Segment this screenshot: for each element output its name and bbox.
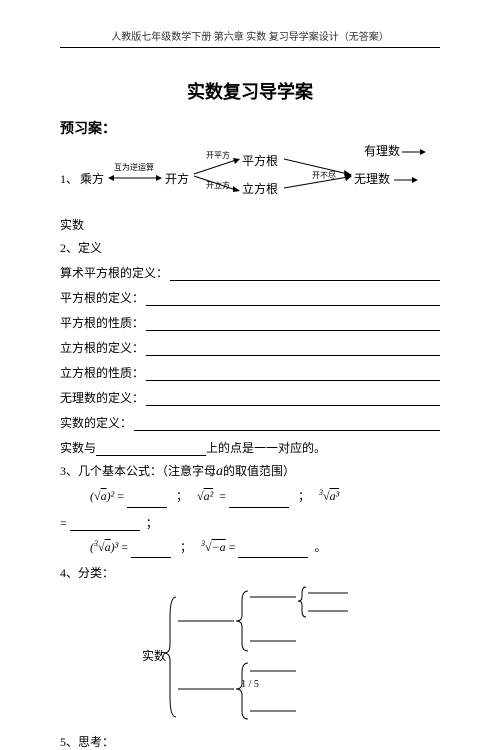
formula-var-a: a xyxy=(216,464,223,479)
node-chengfang: 乘方 xyxy=(80,170,104,187)
eq-3: = xyxy=(60,516,67,530)
expr-cbrt-a3: 3√a³ xyxy=(319,489,339,503)
arrow-wulishu xyxy=(394,176,420,184)
expr-cbrt-a-cubed: (3√a)³ xyxy=(90,540,118,554)
blank-f2[interactable] xyxy=(229,494,289,508)
def-label-1: 算术平方根的定义： xyxy=(60,264,168,281)
formula-eq-row: = ； xyxy=(60,514,440,531)
def-label-5: 立方根的性质： xyxy=(60,364,144,381)
blank-3[interactable] xyxy=(146,317,440,331)
def-label-2: 平方根的定义： xyxy=(60,289,144,306)
node-youlishu: 有理数 xyxy=(364,142,400,159)
arrow-youlishu xyxy=(402,148,428,156)
dingyi-label: 2、定义 xyxy=(60,239,440,256)
arrow-down-branch xyxy=(192,174,242,194)
tree-svg xyxy=(60,587,440,727)
def-line-7: 实数的定义： xyxy=(60,414,440,431)
semi-1: ； xyxy=(176,489,188,503)
node-pingfanggen: 平方根 xyxy=(242,152,278,169)
eq-4: = xyxy=(121,540,128,554)
node-kaifang: 开方 xyxy=(165,170,189,187)
expr-cbrt-neg-a: 3√−a xyxy=(201,540,226,554)
classification-tree: 实数 xyxy=(60,587,440,727)
preview-section: 预习案： xyxy=(60,118,440,138)
page-header: 人教版七年级数学下册 第六章 实数 复习导学案设计（无答案） xyxy=(60,28,440,43)
arrow-double xyxy=(108,172,162,184)
shishu-line: 实数 xyxy=(60,216,440,233)
arrow-merge-bottom xyxy=(282,174,354,192)
arrow-up-branch xyxy=(192,156,242,176)
node-lifanggen: 立方根 xyxy=(242,180,278,197)
formula-row-2: (3√a)³ = ； 3√−a = 。 xyxy=(90,537,440,559)
def-label-6: 无理数的定义： xyxy=(60,389,144,406)
expr-sqrt-a-sq: (√a)² xyxy=(90,489,114,503)
blank-5[interactable] xyxy=(146,367,440,381)
blank-f5[interactable] xyxy=(238,544,308,558)
blank-4[interactable] xyxy=(146,342,440,356)
semi-2: ； xyxy=(298,489,310,503)
blank-f1[interactable] xyxy=(127,494,167,508)
def-label-3: 平方根的性质： xyxy=(60,314,144,331)
main-title: 实数复习导学案 xyxy=(60,78,440,104)
def-line-4: 立方根的定义： xyxy=(60,339,440,356)
correspondence-line: 实数与 上的点是一一对应的。 xyxy=(60,439,440,456)
blank-f4[interactable] xyxy=(131,544,171,558)
expr-sqrt-asq: √a² xyxy=(197,489,213,503)
def-line-3: 平方根的性质： xyxy=(60,314,440,331)
formula-label-line: 3、几个基本公式：（注意字母a的取值范围） xyxy=(60,462,440,480)
page-number: 1 / 5 xyxy=(0,679,500,690)
def-line-6: 无理数的定义： xyxy=(60,389,440,406)
blank-6[interactable] xyxy=(146,392,440,406)
blank-f3[interactable] xyxy=(70,517,140,531)
eq-2: = xyxy=(219,489,226,503)
def-label-4: 立方根的定义： xyxy=(60,339,144,356)
formula-label-post: 的取值范围） xyxy=(223,464,295,478)
def-label-7: 实数的定义： xyxy=(60,414,132,431)
eq-5: = xyxy=(229,540,236,554)
period-1: 。 xyxy=(314,540,326,554)
corr-post: 上的点是一一对应的。 xyxy=(206,441,326,455)
header-divider xyxy=(60,47,440,48)
node-wulishu: 无理数 xyxy=(354,170,390,187)
def-line-1: 算术平方根的定义： xyxy=(60,264,440,281)
corr-blank[interactable] xyxy=(96,442,206,456)
concept-diagram: 1、 乘方 互为逆运算 开方 开平方 开立方 平方根 立方根 开不尽 有理数 无… xyxy=(60,146,440,206)
sikao-label: 5、思考： xyxy=(60,733,440,750)
def-line-5: 立方根的性质： xyxy=(60,364,440,381)
def-line-2: 平方根的定义： xyxy=(60,289,440,306)
semi-4: ； xyxy=(180,540,192,554)
blank-2[interactable] xyxy=(146,292,440,306)
item-number-1: 1、 xyxy=(60,170,78,187)
blank-7[interactable] xyxy=(134,417,440,431)
corr-pre: 实数与 xyxy=(60,441,96,455)
formula-row-1: (√a)² = ； √a² = ； 3√a³ xyxy=(90,486,440,508)
blank-1[interactable] xyxy=(170,267,440,281)
formula-label-pre: 3、几个基本公式：（注意字母 xyxy=(60,464,216,478)
semi-3: ； xyxy=(146,516,158,530)
eq-1: = xyxy=(117,489,124,503)
fenlei-label: 4、分类： xyxy=(60,564,440,581)
